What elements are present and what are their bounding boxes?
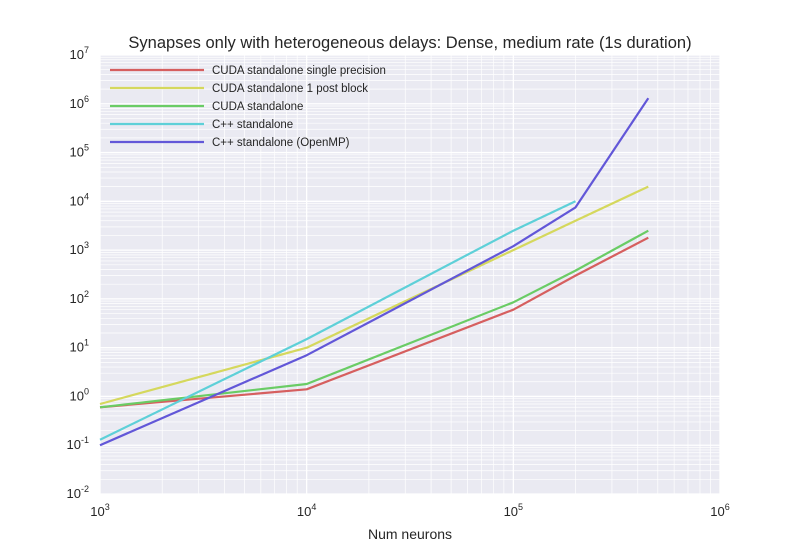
y-tick-label: 102 xyxy=(70,289,89,306)
series-line xyxy=(99,200,576,441)
legend-label: C++ standalone (OpenMP) xyxy=(212,137,350,149)
series-line xyxy=(99,185,649,406)
y-tick-label: 104 xyxy=(70,191,89,208)
y-tick-label: 105 xyxy=(70,143,89,160)
series-line xyxy=(99,97,650,447)
series-line xyxy=(99,229,649,409)
x-tick-label: 104 xyxy=(297,502,316,519)
series-line xyxy=(99,236,649,409)
y-tick-label: 10-2 xyxy=(67,484,89,501)
series-lines xyxy=(99,97,650,447)
y-tick-label: 103 xyxy=(70,240,89,257)
x-tick-labels: 103 104 105 106 xyxy=(90,502,729,519)
legend-label: C++ standalone xyxy=(212,119,293,131)
y-tick-labels: 10-2 10-1 100 101 102 103 104 105 106 107 xyxy=(67,45,89,501)
legend-label: CUDA standalone single precision xyxy=(212,65,386,77)
y-tick-label: 106 xyxy=(70,94,89,111)
legend-label: CUDA standalone xyxy=(212,101,303,113)
legend: CUDA standalone single precision CUDA sta… xyxy=(110,65,386,149)
y-tick-label: 10-1 xyxy=(67,435,89,452)
chart-title: Synapses only with heterogeneous delays:… xyxy=(128,34,691,52)
legend-label: CUDA standalone 1 post block xyxy=(212,83,368,95)
x-tick-label: 103 xyxy=(90,502,109,519)
x-axis-label: Num neurons xyxy=(368,526,452,542)
y-tick-label: 101 xyxy=(70,338,89,355)
x-tick-label: 106 xyxy=(710,502,729,519)
x-tick-label: 105 xyxy=(504,502,523,519)
y-tick-label: 107 xyxy=(70,45,89,62)
plot-area xyxy=(100,55,720,494)
y-tick-label: 100 xyxy=(70,386,89,403)
